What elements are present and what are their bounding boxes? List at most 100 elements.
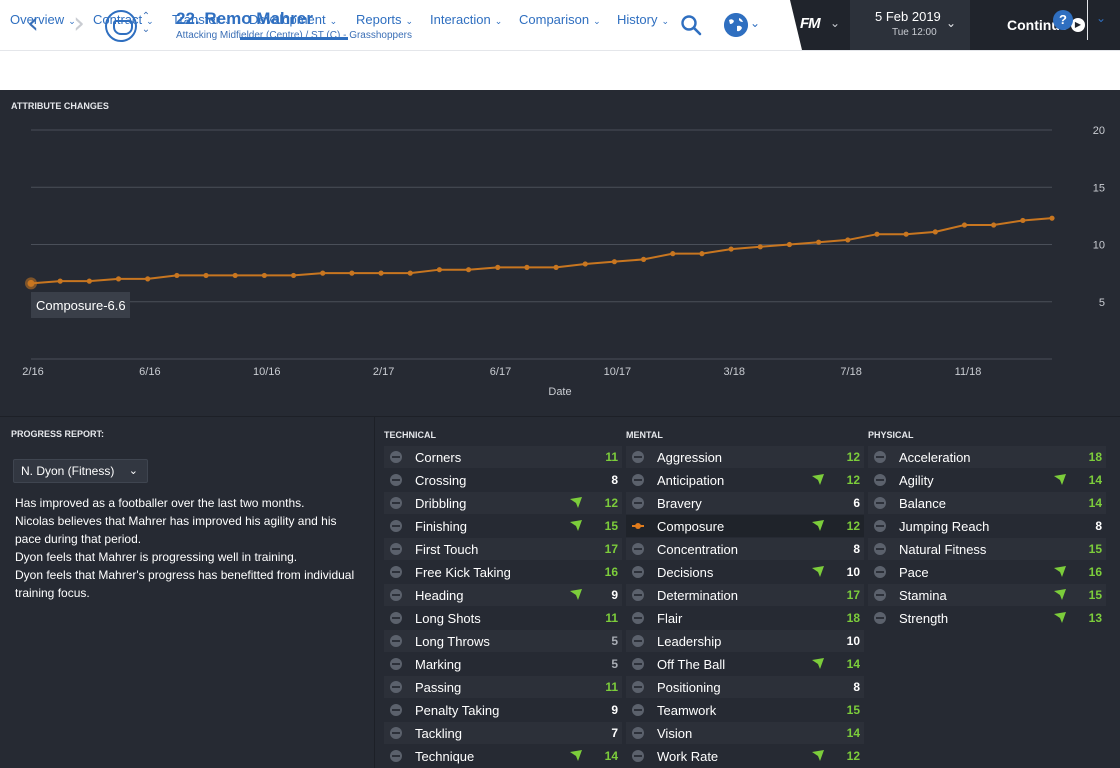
toggle-series-icon[interactable]: [632, 704, 644, 716]
data-point[interactable]: [349, 270, 355, 276]
tab-contract[interactable]: Contract ⌄: [93, 12, 154, 27]
coach-select[interactable]: N. Dyon (Fitness) ⌄: [13, 459, 148, 483]
data-point[interactable]: [816, 239, 822, 245]
toggle-series-icon[interactable]: [632, 566, 644, 578]
data-point[interactable]: [1049, 215, 1055, 221]
attribute-row-dribbling[interactable]: Dribbling 12: [384, 492, 622, 514]
attribute-row-technique[interactable]: Technique 14: [384, 745, 622, 767]
attribute-row-heading[interactable]: Heading 9: [384, 584, 622, 606]
date-chevron-down-icon[interactable]: ⌄: [946, 16, 957, 30]
toggle-series-icon[interactable]: [632, 727, 644, 739]
attribute-row-marking[interactable]: Marking 5: [384, 653, 622, 675]
toggle-series-icon[interactable]: [874, 520, 886, 532]
attribute-row-crossing[interactable]: Crossing 8: [384, 469, 622, 491]
player-subtitle[interactable]: Attacking Midfielder (Centre) / ST (C) -…: [176, 30, 413, 41]
toggle-series-icon[interactable]: [632, 635, 644, 647]
toggle-series-icon[interactable]: [632, 658, 644, 670]
continue-arrow-icon[interactable]: ▶: [1071, 18, 1085, 32]
data-point[interactable]: [874, 231, 880, 237]
toggle-series-icon[interactable]: [632, 612, 644, 624]
attribute-row-work-rate[interactable]: Work Rate 12: [626, 745, 864, 767]
toggle-series-icon[interactable]: [390, 681, 402, 693]
attribute-row-bravery[interactable]: Bravery 6: [626, 492, 864, 514]
attribute-row-first-touch[interactable]: First Touch 17: [384, 538, 622, 560]
data-point[interactable]: [378, 270, 384, 276]
attribute-row-off-the-ball[interactable]: Off The Ball 14: [626, 653, 864, 675]
chart-series-icon[interactable]: [632, 520, 644, 532]
tab-history[interactable]: History ⌄: [617, 12, 669, 27]
toggle-series-icon[interactable]: [632, 474, 644, 486]
data-point[interactable]: [174, 272, 180, 279]
attribute-row-stamina[interactable]: Stamina 15: [868, 584, 1106, 606]
globe-icon[interactable]: [724, 13, 748, 37]
fm-logo[interactable]: FM: [800, 15, 821, 32]
data-point[interactable]: [1020, 217, 1026, 224]
toggle-series-icon[interactable]: [390, 520, 402, 532]
toggle-series-icon[interactable]: [874, 612, 886, 624]
data-point[interactable]: [407, 270, 413, 276]
data-point[interactable]: [845, 237, 851, 243]
data-point[interactable]: [232, 272, 238, 279]
attribute-row-free-kick-taking[interactable]: Free Kick Taking 16: [384, 561, 622, 583]
toggle-series-icon[interactable]: [390, 704, 402, 716]
search-icon[interactable]: [680, 14, 702, 36]
toggle-series-icon[interactable]: [874, 589, 886, 601]
toggle-series-icon[interactable]: [874, 497, 886, 509]
attribute-row-long-shots[interactable]: Long Shots 11: [384, 607, 622, 629]
data-point[interactable]: [524, 264, 530, 270]
attribute-row-pace[interactable]: Pace 16: [868, 561, 1106, 583]
attribute-row-strength[interactable]: Strength 13: [868, 607, 1106, 629]
toggle-series-icon[interactable]: [874, 566, 886, 578]
attribute-row-decisions[interactable]: Decisions 10: [626, 561, 864, 583]
toggle-series-icon[interactable]: [390, 727, 402, 739]
data-point[interactable]: [757, 244, 763, 250]
toggle-series-icon[interactable]: [874, 474, 886, 486]
attribute-row-composure[interactable]: Composure 12: [626, 515, 864, 537]
club-crest-icon[interactable]: [105, 10, 137, 42]
data-point[interactable]: [261, 272, 267, 279]
forward-arrow-icon[interactable]: ›: [73, 6, 85, 41]
toggle-series-icon[interactable]: [390, 658, 402, 670]
attribute-row-balance[interactable]: Balance 14: [868, 492, 1106, 514]
data-point[interactable]: [495, 264, 501, 270]
tab-reports[interactable]: Reports ⌄: [356, 12, 413, 27]
attribute-row-long-throws[interactable]: Long Throws 5: [384, 630, 622, 652]
data-point[interactable]: [203, 272, 209, 279]
continue-label[interactable]: Continue: [1007, 17, 1068, 33]
toggle-series-icon[interactable]: [632, 681, 644, 693]
toggle-series-icon[interactable]: [390, 566, 402, 578]
data-point[interactable]: [611, 259, 618, 265]
selected-data-point-core[interactable]: [27, 279, 35, 287]
data-point[interactable]: [115, 276, 122, 282]
toggle-series-icon[interactable]: [632, 543, 644, 555]
data-point[interactable]: [641, 256, 647, 262]
toggle-series-icon[interactable]: [390, 543, 402, 555]
data-point[interactable]: [961, 222, 968, 228]
toggle-series-icon[interactable]: [632, 497, 644, 509]
fm-chevron-down-icon[interactable]: ⌄: [830, 16, 841, 30]
attribute-row-determination[interactable]: Determination 17: [626, 584, 864, 606]
toggle-series-icon[interactable]: [874, 543, 886, 555]
date-box[interactable]: [850, 0, 970, 50]
attribute-row-leadership[interactable]: Leadership 10: [626, 630, 864, 652]
tab-interaction[interactable]: Interaction ⌄: [430, 12, 502, 27]
toggle-series-icon[interactable]: [390, 589, 402, 601]
attribute-row-jumping-reach[interactable]: Jumping Reach 8: [868, 515, 1106, 537]
data-point[interactable]: [290, 272, 297, 279]
data-point[interactable]: [670, 251, 676, 257]
attribute-row-anticipation[interactable]: Anticipation 12: [626, 469, 864, 491]
data-point[interactable]: [991, 222, 997, 228]
attribute-row-finishing[interactable]: Finishing 15: [384, 515, 622, 537]
data-point[interactable]: [728, 246, 734, 252]
toggle-series-icon[interactable]: [632, 589, 644, 601]
toggle-series-icon[interactable]: [874, 451, 886, 463]
toggle-series-icon[interactable]: [632, 451, 644, 463]
data-point[interactable]: [553, 264, 559, 270]
attribute-row-natural-fitness[interactable]: Natural Fitness 15: [868, 538, 1106, 560]
data-point[interactable]: [903, 231, 909, 237]
toggle-series-icon[interactable]: [632, 750, 644, 762]
toggle-series-icon[interactable]: [390, 612, 402, 624]
tab-transfer[interactable]: Transfer ⌄: [172, 12, 231, 27]
back-arrow-icon[interactable]: ‹: [27, 6, 39, 41]
attribute-row-positioning[interactable]: Positioning 8: [626, 676, 864, 698]
